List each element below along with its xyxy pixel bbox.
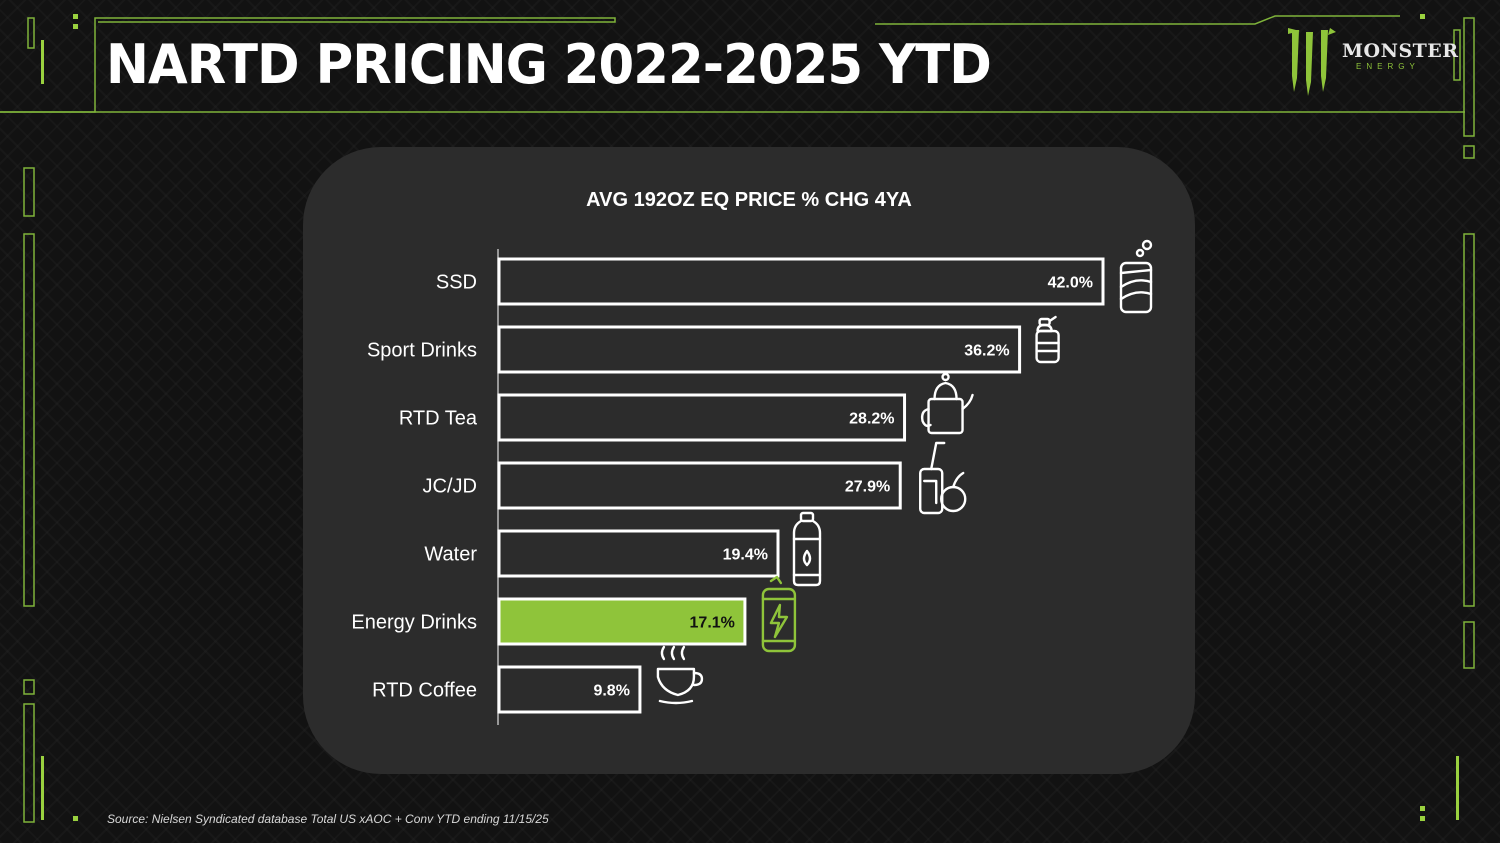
water-bottle-icon [792, 511, 822, 587]
bar [497, 665, 642, 714]
brand-logo: MONSTER ENERGY [1286, 26, 1466, 98]
chart-panel: AVG 192OZ EQ PRICE % CHG 4YA SSD 42.0% Spor… [303, 147, 1195, 774]
highlight-bar [497, 597, 747, 646]
sport-bottle-icon [1035, 315, 1060, 364]
energy-can-icon [761, 575, 797, 653]
category-label: RTD Tea [399, 408, 478, 430]
value-label: 17.1% [690, 615, 735, 632]
category-label: Sport Drinks [367, 340, 477, 362]
category-label: Energy Drinks [351, 612, 477, 634]
category-label: RTD Coffee [372, 680, 477, 702]
monster-claw-icon [1288, 28, 1336, 96]
bar-chart: AVG 192OZ EQ PRICE % CHG 4YA SSD 42.0% Spor… [351, 189, 1153, 725]
juice-glass-icon [919, 441, 967, 515]
bar [497, 393, 907, 442]
value-label: 19.4% [723, 547, 768, 564]
value-label: 42.0% [1048, 275, 1093, 292]
value-label: 36.2% [964, 343, 1009, 360]
source-note: Source: Nielsen Syndicated database Tota… [107, 812, 549, 826]
category-label: SSD [436, 272, 477, 294]
category-label: JC/JD [423, 476, 477, 498]
value-label: 28.2% [849, 411, 894, 428]
coffee-cup-icon [656, 645, 704, 705]
logo-subtext: ENERGY [1356, 62, 1420, 71]
page-title: NARTD PRICING 2022-2025 YTD [106, 33, 992, 96]
logo-wordmark: MONSTER [1342, 40, 1459, 62]
chart-title: AVG 192OZ EQ PRICE % CHG 4YA [586, 189, 912, 211]
value-label: 27.9% [845, 479, 890, 496]
category-label: Water [424, 544, 477, 566]
bar [497, 325, 1022, 374]
bar [497, 529, 780, 578]
tea-kettle-icon [920, 372, 974, 435]
value-label: 9.8% [593, 683, 629, 700]
soda-can-icon [1119, 239, 1153, 314]
bar [497, 257, 1105, 306]
bar [497, 461, 902, 510]
